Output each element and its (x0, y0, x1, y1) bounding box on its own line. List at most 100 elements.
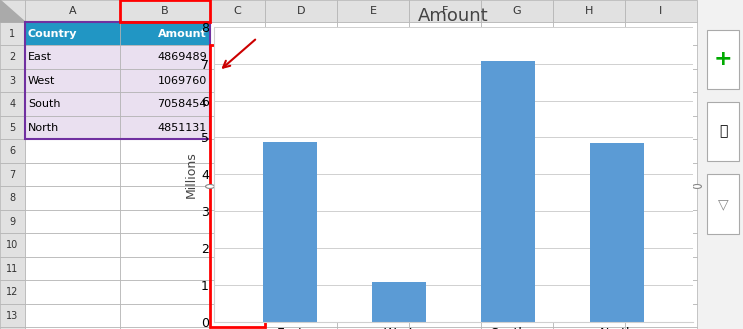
Text: C: C (233, 6, 241, 16)
Bar (210, 116, 265, 139)
Bar (553, 139, 625, 163)
Text: 7: 7 (10, 170, 16, 180)
Text: Amount: Amount (158, 29, 207, 39)
Bar (625, 22, 697, 45)
Bar (120, 0, 210, 22)
Bar (625, 45, 697, 69)
Text: ▽: ▽ (718, 197, 728, 211)
Bar (481, 280, 553, 304)
Bar (210, 234, 265, 257)
Bar (372, 283, 426, 322)
Bar (553, 210, 625, 234)
Bar (0, 187, 25, 210)
Text: 4869489: 4869489 (158, 52, 207, 62)
Bar (481, 257, 553, 280)
Bar (120, 139, 210, 163)
Bar (409, 139, 481, 163)
Title: Amount: Amount (418, 7, 489, 25)
Text: 1: 1 (10, 29, 16, 39)
Bar (625, 116, 697, 139)
Text: A: A (68, 6, 77, 16)
Text: Country: Country (28, 29, 77, 39)
Bar (265, 234, 337, 257)
Y-axis label: Millions: Millions (185, 151, 198, 198)
Bar (210, 327, 265, 329)
Bar (337, 69, 409, 92)
Bar (337, 22, 409, 45)
Bar (265, 69, 337, 92)
Bar (553, 327, 625, 329)
Circle shape (449, 315, 458, 319)
Bar (0, 116, 25, 139)
Bar (625, 139, 697, 163)
Bar (120, 92, 210, 116)
Text: +: + (714, 49, 733, 69)
Bar (481, 163, 553, 187)
Bar (0, 280, 25, 304)
Bar (25, 163, 120, 187)
Bar (337, 0, 409, 22)
Bar (265, 187, 337, 210)
Bar (25, 327, 120, 329)
Bar (590, 143, 644, 322)
Text: I: I (659, 6, 663, 16)
Bar (25, 304, 120, 327)
Text: 3: 3 (10, 76, 16, 86)
Bar (265, 304, 337, 327)
Bar (625, 210, 697, 234)
Bar (409, 22, 481, 45)
Text: 9: 9 (10, 217, 16, 227)
Bar (0, 69, 25, 92)
Bar (120, 280, 210, 304)
Text: 4851131: 4851131 (158, 123, 207, 133)
Bar (625, 69, 697, 92)
Bar (553, 304, 625, 327)
Bar (625, 163, 697, 187)
Bar (210, 45, 265, 327)
Text: South: South (28, 99, 60, 109)
Polygon shape (0, 0, 25, 22)
Bar (120, 45, 210, 69)
Bar (25, 45, 120, 69)
Text: 🖌: 🖌 (718, 125, 727, 139)
Bar (625, 327, 697, 329)
Text: 10: 10 (7, 240, 19, 250)
Bar (120, 22, 210, 45)
Bar (120, 187, 210, 210)
Text: West: West (28, 76, 55, 86)
Bar (210, 163, 265, 187)
Bar (553, 187, 625, 210)
Bar (210, 257, 265, 280)
Bar (553, 92, 625, 116)
Bar (625, 187, 697, 210)
Bar (210, 0, 265, 22)
Bar (210, 210, 265, 234)
Text: East: East (28, 52, 52, 62)
Bar (337, 139, 409, 163)
Bar (120, 163, 210, 187)
Bar (409, 280, 481, 304)
Bar (120, 210, 210, 234)
Bar (265, 92, 337, 116)
Bar (120, 304, 210, 327)
Circle shape (206, 185, 215, 189)
Bar (210, 69, 265, 92)
Bar (409, 69, 481, 92)
Bar (25, 116, 120, 139)
Bar (265, 45, 337, 69)
Bar (25, 69, 120, 92)
FancyBboxPatch shape (707, 174, 739, 234)
Bar (409, 210, 481, 234)
Bar (337, 187, 409, 210)
Bar (25, 187, 120, 210)
Bar (337, 257, 409, 280)
Bar (25, 257, 120, 280)
Text: 7058454: 7058454 (158, 99, 207, 109)
Bar (337, 304, 409, 327)
Bar (210, 92, 265, 116)
Bar (625, 0, 697, 22)
Bar (481, 116, 553, 139)
Bar (409, 0, 481, 22)
Bar (0, 234, 25, 257)
Bar (210, 22, 265, 45)
